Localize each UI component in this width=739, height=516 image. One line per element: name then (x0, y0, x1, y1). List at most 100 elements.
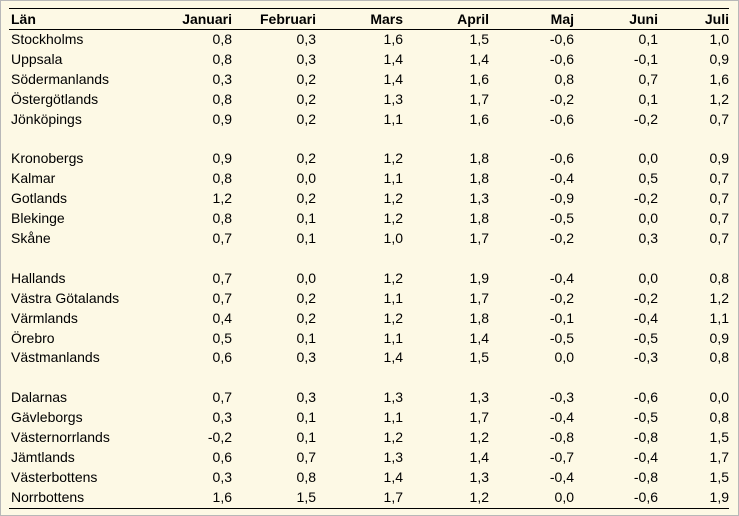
cell-maj: -0,6 (549, 110, 574, 127)
group-spacer-row (9, 249, 729, 269)
cell-februari: 0,3 (296, 349, 316, 366)
cell-februari: 0,3 (296, 389, 316, 406)
table-row: Blekinge 0,8 0,1 1,2 1,8 -0,5 0,0 0,7 (9, 209, 729, 229)
header-lan: Län (9, 8, 149, 30)
cell-april: 1,8 (469, 309, 489, 326)
cell-april: 1,5 (469, 349, 489, 366)
cell-juni: 0,0 (638, 150, 658, 167)
cell-februari: 0,0 (296, 170, 316, 187)
row-county-name: Norrbottens (9, 487, 149, 509)
cell-maj: -0,5 (549, 210, 574, 227)
cell-juli: 0,9 (709, 329, 729, 346)
cell-februari: 0,1 (296, 230, 316, 247)
group-spacer-row (9, 368, 729, 388)
table-row: Gävleborgs 0,3 0,1 1,1 1,7 -0,4 -0,5 0,8 (9, 408, 729, 428)
cell-februari: 0,7 (296, 448, 316, 465)
header-row: Län Januari Februari Mars April Maj Juni… (9, 8, 729, 30)
cell-juni: -0,8 (633, 468, 658, 485)
cell-juli: 1,1 (709, 309, 729, 326)
cell-januari: 0,8 (212, 90, 232, 107)
cell-juni: -0,2 (633, 110, 658, 127)
cell-mars: 1,6 (383, 31, 403, 47)
cell-februari: 0,8 (296, 468, 316, 485)
cell-januari: 0,3 (212, 409, 232, 426)
cell-juni: -0,2 (633, 190, 658, 207)
cell-juni: -0,6 (574, 487, 658, 509)
cell-juli: 0,7 (709, 170, 729, 187)
row-county-name: Jämtlands (11, 448, 75, 465)
cell-juni: 0,0 (638, 210, 658, 227)
header-maj: Maj (489, 8, 574, 30)
table-body: Stockholms 0,8 0,3 1,6 1,5 -0,6 0,1 1,0 Uppsala 0… (9, 30, 729, 509)
cell-april: 1,7 (469, 90, 489, 107)
cell-april: 1,8 (469, 170, 489, 187)
group-spacer (9, 249, 729, 269)
header-mars: Mars (316, 8, 403, 30)
row-county-name: Uppsala (11, 50, 63, 67)
cell-januari: 0,7 (212, 389, 232, 406)
cell-maj: 0,8 (554, 70, 574, 87)
cell-mars: 1,0 (383, 230, 403, 247)
cell-juli: 0,9 (709, 150, 729, 167)
cell-januari: 0,6 (212, 349, 232, 366)
cell-januari: 1,2 (212, 190, 232, 207)
table-row: Västernorrlands -0,2 0,1 1,2 1,2 -0,8 -0,8 1,5 (9, 428, 729, 448)
cell-maj: 0,0 (489, 487, 574, 509)
row-county-name: Östergötlands (11, 90, 99, 107)
cell-juli: 1,6 (709, 70, 729, 87)
cell-april: 1,2 (403, 487, 489, 509)
row-county-name: Stockholms (11, 31, 84, 47)
table-row: Östergötlands 0,8 0,2 1,3 1,7 -0,2 0,1 1,2 (9, 90, 729, 110)
row-county-name: Kronobergs (11, 150, 84, 167)
cell-maj: -0,4 (549, 269, 574, 286)
cell-mars: 1,4 (383, 50, 403, 67)
cell-april: 1,4 (469, 329, 489, 346)
cell-januari: 0,7 (212, 230, 232, 247)
table-row: Uppsala 0,8 0,3 1,4 1,4 -0,6 -0,1 0,9 (9, 50, 729, 70)
cell-mars: 1,7 (316, 487, 403, 509)
cell-januari: 1,6 (149, 487, 232, 509)
cell-maj: -0,6 (549, 31, 574, 47)
cell-februari: 0,2 (296, 110, 316, 127)
cell-april: 1,5 (469, 31, 489, 47)
row-county-name: Värmlands (11, 309, 78, 326)
cell-mars: 1,4 (383, 349, 403, 366)
row-county-name: Västmanlands (11, 349, 100, 366)
row-county-name: Gotlands (11, 190, 68, 207)
cell-januari: 0,7 (212, 269, 232, 286)
header-februari: Februari (232, 8, 316, 30)
cell-maj: -0,9 (549, 190, 574, 207)
cell-januari: 0,6 (212, 448, 232, 465)
row-county-name: Blekinge (11, 210, 65, 227)
cell-juli: 0,8 (709, 269, 729, 286)
cell-juni: 0,5 (638, 170, 658, 187)
cell-maj: 0,0 (554, 349, 574, 366)
cell-april: 1,2 (469, 429, 489, 446)
cell-januari: -0,2 (207, 429, 232, 446)
cell-mars: 1,1 (383, 110, 403, 127)
cell-februari: 0,2 (296, 309, 316, 326)
cell-juli: 1,2 (709, 289, 729, 306)
cell-februari: 0,1 (296, 329, 316, 346)
cell-mars: 1,2 (383, 269, 403, 286)
cell-maj: -0,4 (549, 409, 574, 426)
table-row: Stockholms 0,8 0,3 1,6 1,5 -0,6 0,1 1,0 (9, 30, 729, 50)
table-row: Värmlands 0,4 0,2 1,2 1,8 -0,1 -0,4 1,1 (9, 309, 729, 329)
cell-mars: 1,3 (383, 448, 403, 465)
cell-juni: -0,3 (633, 349, 658, 366)
cell-april: 1,7 (469, 289, 489, 306)
cell-april: 1,7 (469, 409, 489, 426)
cell-april: 1,4 (469, 50, 489, 67)
cell-juli: 1,5 (709, 468, 729, 485)
cell-maj: -0,2 (549, 230, 574, 247)
cell-januari: 0,5 (212, 329, 232, 346)
row-county-name: Örebro (11, 329, 55, 346)
row-county-name: Södermanlands (11, 70, 110, 87)
cell-juli: 1,2 (709, 90, 729, 107)
row-county-name: Västerbottens (11, 468, 98, 485)
cell-januari: 0,4 (212, 309, 232, 326)
header-januari: Januari (149, 8, 232, 30)
cell-juni: 0,1 (638, 90, 658, 107)
cell-juli: 1,5 (709, 429, 729, 446)
cell-februari: 0,2 (296, 90, 316, 107)
